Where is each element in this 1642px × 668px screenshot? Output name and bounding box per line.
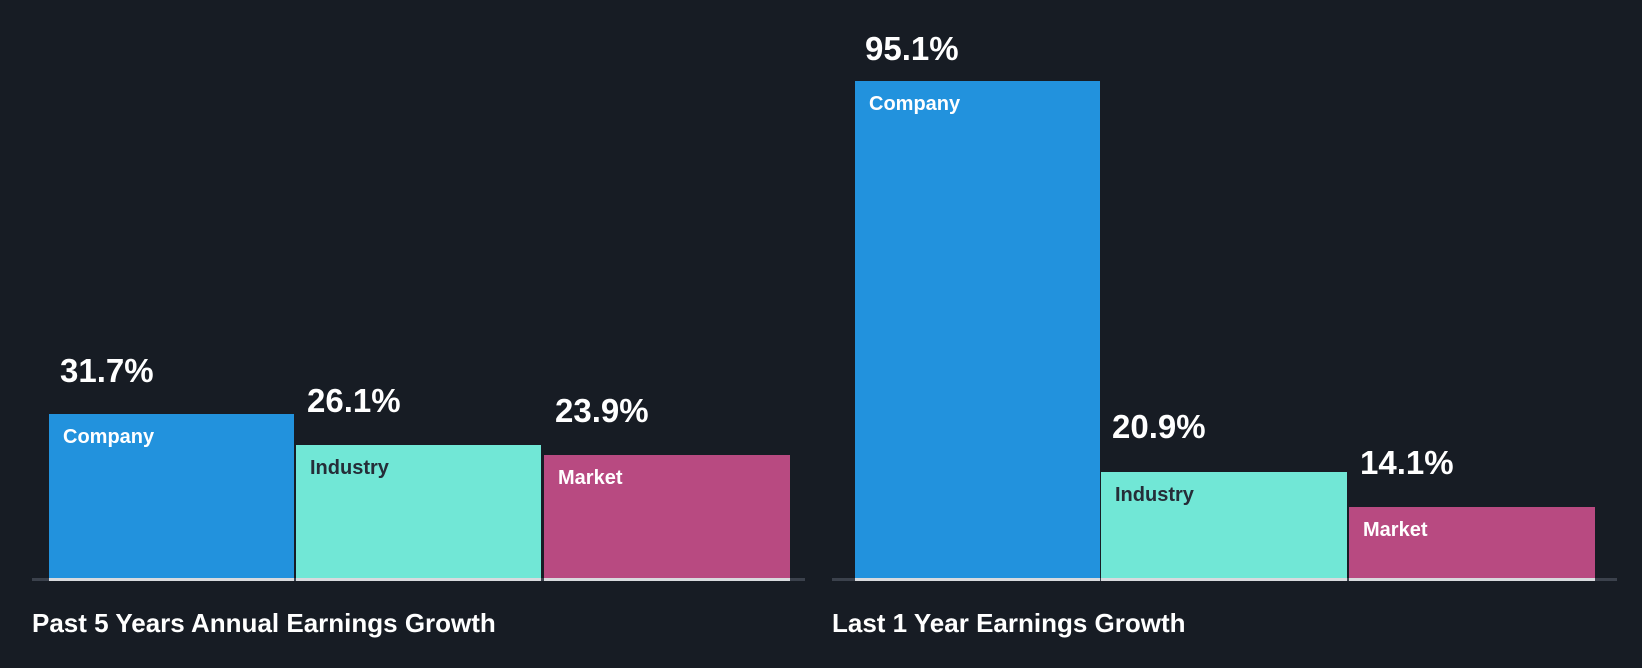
panel-past-5-years: 31.7% Company 26.1% Industry 23.9% Marke… [0, 0, 820, 668]
panel-last-1-year: 95.1% Company 20.9% Industry 14.1% Marke… [820, 0, 1642, 668]
panel-caption-past-5-years: Past 5 Years Annual Earnings Growth [32, 608, 496, 638]
bar-baseline-industry [1101, 578, 1347, 581]
bar-industry[interactable]: Industry [296, 445, 541, 578]
bar-series-label-industry: Industry [1115, 484, 1194, 506]
panel-caption-last-1-year: Last 1 Year Earnings Growth [832, 608, 1186, 638]
bar-series-label-company: Company [869, 93, 961, 115]
bar-baseline-company [855, 578, 1100, 581]
value-label-market: 23.9% [555, 392, 649, 429]
bar-baseline-market [544, 578, 790, 581]
bar-series-label-market: Market [1363, 519, 1428, 541]
bar-series-label-market: Market [558, 467, 623, 489]
bar-market[interactable]: Market [544, 455, 790, 578]
bar-baseline-market [1349, 578, 1595, 581]
value-label-industry: 20.9% [1112, 408, 1206, 445]
bar-company[interactable]: Company [855, 81, 1100, 578]
value-label-company: 31.7% [60, 352, 154, 389]
bar-series-label-company: Company [63, 426, 155, 448]
plot-area-past-5-years: 31.7% Company 26.1% Industry 23.9% Marke… [0, 0, 820, 581]
bar-baseline-company [49, 578, 294, 581]
plot-area-last-1-year: 95.1% Company 20.9% Industry 14.1% Marke… [820, 0, 1642, 581]
value-label-market: 14.1% [1360, 444, 1454, 481]
value-label-industry: 26.1% [307, 382, 401, 419]
value-label-company: 95.1% [865, 30, 959, 67]
bar-series-label-industry: Industry [310, 457, 389, 479]
bar-company[interactable]: Company [49, 414, 294, 578]
bar-industry[interactable]: Industry [1101, 472, 1347, 578]
bar-baseline-industry [296, 578, 541, 581]
bar-market[interactable]: Market [1349, 507, 1595, 578]
